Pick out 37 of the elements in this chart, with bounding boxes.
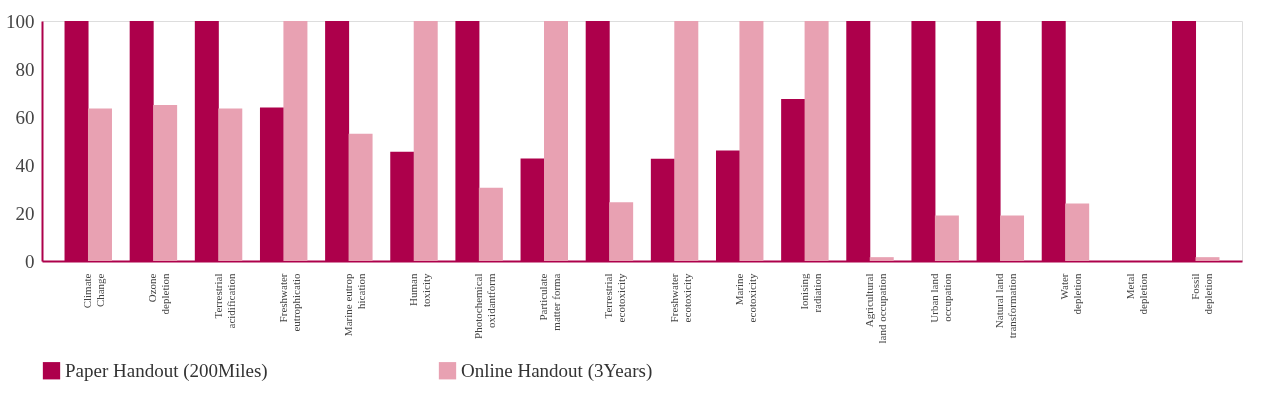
y-tick-label: 40 bbox=[15, 154, 35, 176]
x-tick-label: Ionising radiation bbox=[797, 273, 823, 313]
x-tick-label: Fossil depletion bbox=[1188, 273, 1214, 315]
legend-label: Paper Handout (200Miles) bbox=[65, 359, 268, 382]
bar bbox=[869, 257, 894, 261]
x-tick-label: Terrestrial ecotoxicity bbox=[602, 273, 628, 323]
x-tick-label: Metal depletion bbox=[1123, 273, 1149, 315]
bar bbox=[218, 108, 243, 261]
x-tick-label: Marine eutrop hication bbox=[341, 273, 367, 337]
x-tick-label: Urban land occupation bbox=[928, 273, 954, 323]
legend-label: Online Handout (3Years) bbox=[461, 359, 653, 382]
x-tick-label: Climate Change bbox=[81, 273, 107, 309]
x-tick-label: Ozone depletion bbox=[146, 273, 172, 315]
bar bbox=[87, 108, 112, 261]
x-tick-label: Marine ecotoxicity bbox=[732, 273, 758, 323]
y-tick-label: 80 bbox=[15, 58, 35, 80]
bar bbox=[413, 21, 438, 261]
bar bbox=[544, 21, 569, 261]
bar bbox=[153, 105, 178, 261]
x-tick-label: Human toxicity bbox=[406, 273, 432, 308]
y-tick-label: 20 bbox=[15, 202, 35, 224]
y-tick-label: 60 bbox=[15, 106, 35, 128]
bar bbox=[609, 202, 634, 261]
bar bbox=[283, 21, 308, 261]
bar bbox=[348, 133, 373, 261]
y-tick-label: 0 bbox=[25, 250, 35, 272]
bar bbox=[739, 21, 764, 261]
bar bbox=[1065, 203, 1090, 261]
bar bbox=[804, 21, 829, 261]
x-tick-label: Freshwater ecotoxicity bbox=[667, 273, 693, 323]
bar bbox=[934, 215, 959, 261]
y-tick-label: 100 bbox=[6, 10, 35, 32]
bar bbox=[1195, 257, 1220, 261]
x-tick-label: Water depletion bbox=[1058, 273, 1084, 315]
bar bbox=[1000, 215, 1025, 261]
bar bbox=[478, 187, 503, 261]
bar bbox=[674, 21, 699, 261]
